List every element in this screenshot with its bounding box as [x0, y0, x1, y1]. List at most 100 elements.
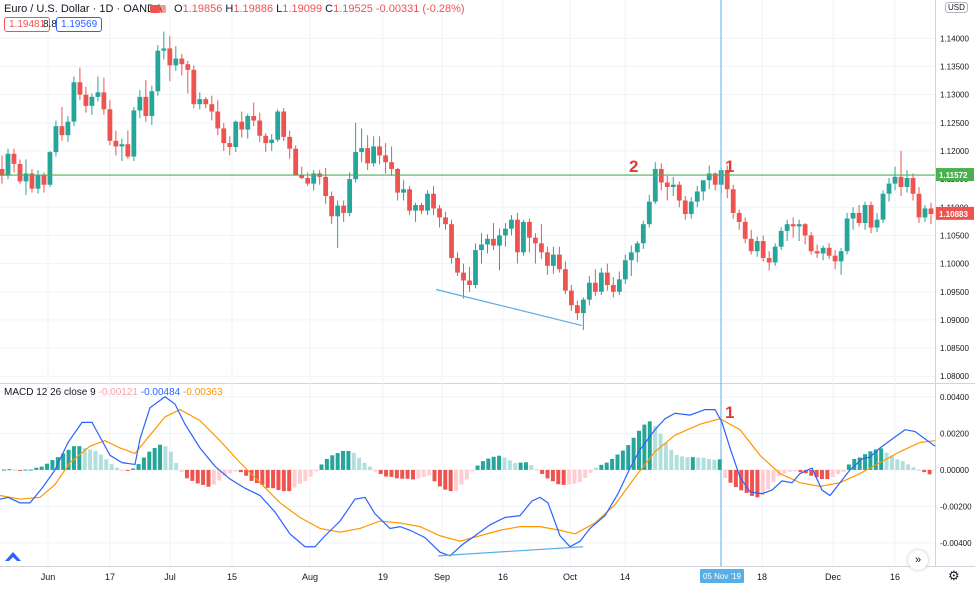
macd-histogram-bar [131, 468, 136, 470]
candle-body [5, 153, 11, 176]
time-tick-label: 19 [378, 572, 388, 582]
candle-body [251, 116, 257, 121]
macd-histogram-bar [437, 469, 442, 487]
macd-histogram-bar [647, 421, 652, 470]
macd-trendline[interactable] [437, 546, 584, 557]
ohlc-open: 1.19856 [182, 3, 223, 15]
candle-body [149, 91, 155, 117]
candle-body [604, 272, 610, 285]
candle-body [335, 205, 341, 217]
macd-histogram-bar [61, 453, 66, 470]
macd-histogram-bar [884, 452, 889, 470]
macd-histogram-bar [297, 469, 302, 484]
macd-histogram-bar [480, 461, 485, 470]
candle-body [401, 189, 406, 193]
macd-histogram-bar [394, 469, 399, 479]
candle-body [730, 189, 736, 213]
macd-histogram-bar [34, 467, 39, 470]
currency-label[interactable]: USD [945, 2, 968, 13]
candle-body [724, 170, 730, 190]
candle-body [509, 219, 514, 229]
candle-body [245, 116, 251, 130]
chart-settings-gear-icon[interactable]: ⚙ [948, 568, 960, 583]
candle-body [886, 183, 892, 194]
symbol-title[interactable]: Euro / U.S. Dollar · 1D · OANDA [4, 3, 162, 15]
candle-body [407, 189, 412, 211]
candle-body [155, 50, 161, 92]
macd-histogram-bar [158, 444, 163, 470]
macd-histogram-bar [900, 461, 905, 470]
macd-histogram-bar [572, 469, 577, 484]
candle-body [89, 96, 95, 106]
candle-body [904, 177, 910, 187]
candle-body [640, 224, 646, 244]
candle-body [221, 128, 227, 144]
macd-histogram-bar [141, 457, 146, 470]
macd-histogram-bar [104, 459, 109, 470]
scroll-to-realtime-button[interactable]: » [908, 550, 928, 570]
ohlc-readout: O1.19856 H1.19886 L1.19099 C1.19525 -0.0… [174, 3, 465, 15]
macd-legend[interactable]: MACD 12 26 close 9 -0.00121 -0.00484 -0.… [4, 387, 223, 398]
candle-body [533, 237, 538, 244]
macd-histogram-bar [577, 469, 582, 482]
macd-histogram-bar [389, 469, 394, 477]
candle-body [215, 111, 221, 129]
candle-body [143, 96, 149, 117]
candle-body [922, 208, 928, 218]
bid-price-box[interactable]: 1.19481 [4, 17, 51, 32]
macd-histogram-bar [238, 469, 243, 473]
macd-histogram-bar [448, 469, 453, 492]
macd-histogram-bar [233, 469, 238, 472]
candle-body [467, 280, 472, 285]
price-tick-label: 1.14000 [940, 34, 969, 43]
macd-histogram-bar [766, 469, 771, 490]
price-tick-label: 1.13000 [940, 91, 969, 100]
candle-body [47, 152, 53, 185]
macd-histogram-bar [793, 469, 798, 472]
macd-histogram-bar [217, 469, 222, 481]
macd-histogram-bar [39, 466, 44, 470]
candle-body [539, 243, 544, 253]
candle-body [29, 173, 35, 189]
macd-histogram-bar [524, 462, 528, 470]
macd-histogram-bar [115, 467, 119, 470]
legend-collapse-icon[interactable] [150, 5, 160, 13]
macd-histogram-bar [809, 469, 814, 476]
candle-body [808, 235, 814, 252]
price-trendline[interactable] [435, 288, 583, 327]
macd-histogram-bar [179, 469, 184, 473]
candle-body [892, 176, 898, 184]
macd-histogram-bar [174, 462, 179, 470]
macd-histogram-bar [599, 464, 604, 470]
macd-histogram-bar [620, 450, 625, 470]
candle-body [754, 241, 760, 252]
candle-body [592, 282, 598, 292]
candle-body [443, 217, 448, 225]
macd-histogram-bar [588, 469, 593, 473]
time-tick-label: 15 [227, 572, 237, 582]
macd-histogram-bar [873, 449, 878, 470]
tradingview-logo-icon[interactable] [4, 549, 22, 563]
candle-body [688, 201, 694, 215]
annotation-label-1: 1 [725, 157, 734, 176]
candle-body [185, 64, 191, 70]
candle-body [694, 191, 700, 202]
macd-histogram-bar [712, 459, 717, 470]
level-price-label: 1.11572 [939, 171, 968, 180]
macd-histogram-bar [82, 447, 87, 470]
candle-body [874, 219, 880, 228]
time-tick-label: 14 [620, 572, 630, 582]
macd-histogram-bar [497, 455, 502, 470]
macd-histogram-bar [663, 442, 668, 470]
candle-body [323, 176, 329, 197]
candle-body [736, 212, 742, 222]
candle-body [628, 252, 634, 261]
macd-histogram-bar [680, 456, 685, 470]
candle-body [479, 244, 484, 251]
macd-histogram-bar [470, 469, 475, 472]
candle-body [377, 146, 382, 156]
time-tick-label: Jun [41, 572, 56, 582]
legend-menu-icon[interactable] [156, 5, 166, 13]
ask-price-box[interactable]: 1.19569 [56, 17, 103, 32]
